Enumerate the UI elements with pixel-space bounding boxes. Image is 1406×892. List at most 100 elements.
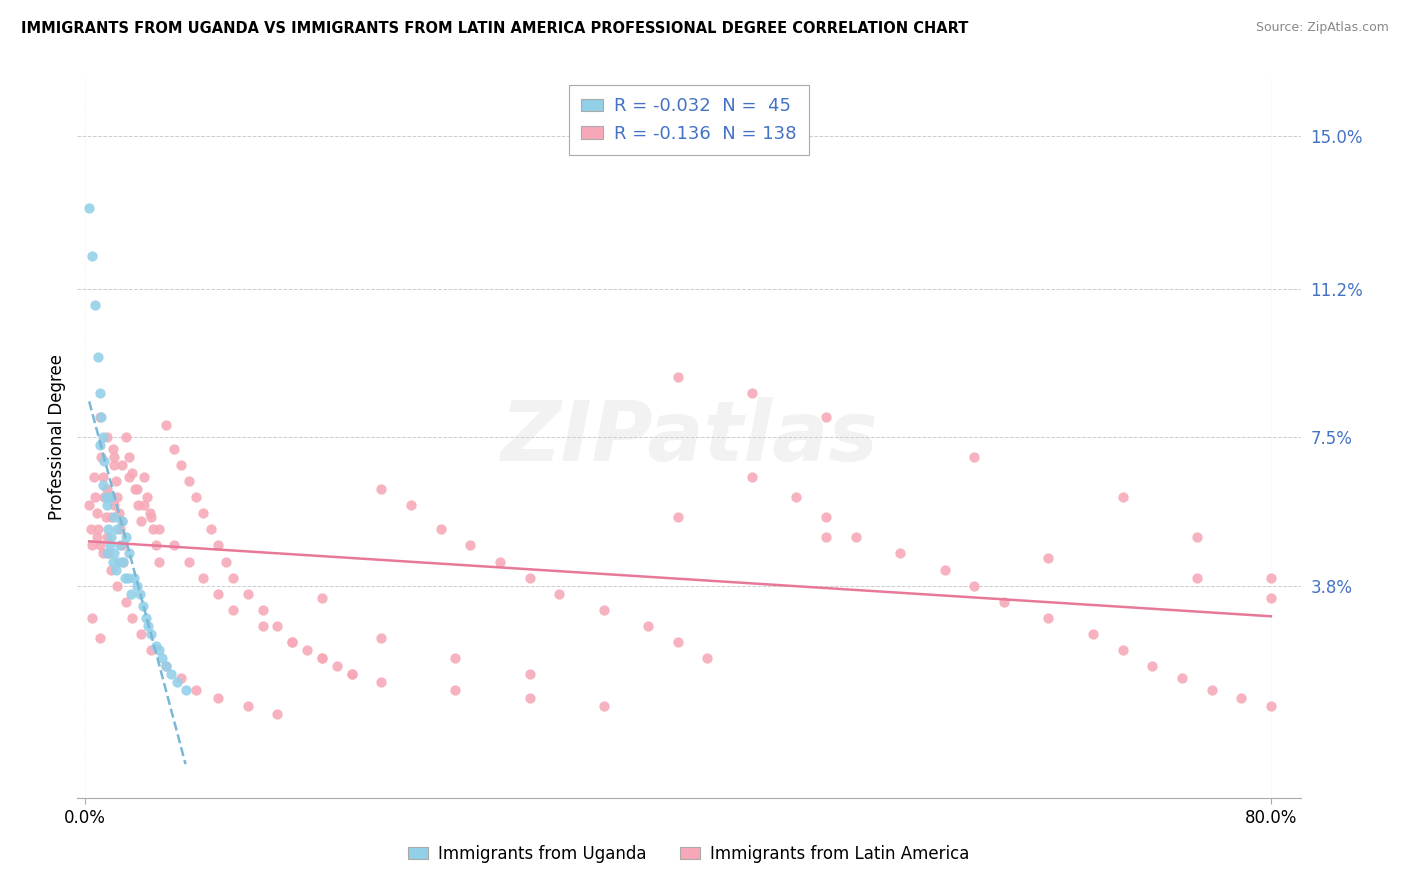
Point — [105, 522, 128, 536]
Point — [200, 522, 222, 536]
Point — [166, 674, 188, 689]
Point — [184, 490, 207, 504]
Point — [111, 514, 134, 528]
Point — [370, 631, 392, 645]
Point — [1260, 591, 1282, 605]
Text: ZIPatlas: ZIPatlas — [501, 397, 877, 477]
Point — [458, 538, 481, 552]
Point — [177, 554, 200, 569]
Point — [94, 510, 117, 524]
Point — [295, 642, 318, 657]
Point — [108, 554, 131, 569]
Point — [79, 522, 101, 536]
Point — [96, 498, 118, 512]
Point — [127, 498, 149, 512]
Point — [100, 510, 122, 524]
Point — [103, 546, 125, 561]
Point — [138, 619, 160, 633]
Point — [96, 482, 118, 496]
Point — [207, 690, 229, 705]
Point — [741, 385, 763, 400]
Point — [96, 546, 118, 561]
Point — [90, 409, 112, 424]
Point — [163, 538, 186, 552]
Point — [1038, 550, 1060, 565]
Point — [91, 470, 114, 484]
Point — [159, 667, 181, 681]
Point — [89, 385, 111, 400]
Point — [222, 603, 245, 617]
Point — [399, 498, 422, 512]
Point — [993, 594, 1015, 608]
Point — [444, 683, 467, 698]
Point — [77, 201, 100, 215]
Point — [519, 667, 541, 681]
Point — [1111, 490, 1133, 504]
Point — [170, 671, 193, 685]
Point — [815, 510, 838, 524]
Point — [97, 546, 120, 561]
Point — [103, 458, 125, 473]
Point — [340, 667, 363, 681]
Point — [141, 626, 163, 640]
Point — [815, 530, 838, 544]
Point — [741, 470, 763, 484]
Point — [207, 587, 229, 601]
Point — [963, 450, 986, 464]
Point — [519, 690, 541, 705]
Point — [145, 538, 167, 552]
Point — [1142, 658, 1164, 673]
Point — [1171, 671, 1194, 685]
Point — [696, 651, 718, 665]
Point — [1230, 690, 1253, 705]
Y-axis label: Professional Degree: Professional Degree — [48, 354, 66, 520]
Point — [82, 538, 104, 552]
Point — [193, 571, 215, 585]
Point — [101, 442, 124, 456]
Point — [155, 417, 177, 432]
Point — [934, 562, 956, 576]
Point — [103, 498, 125, 512]
Point — [370, 482, 392, 496]
Point — [548, 587, 571, 601]
Point — [111, 514, 134, 528]
Point — [592, 603, 614, 617]
Point — [86, 530, 108, 544]
Point — [148, 522, 170, 536]
Point — [311, 591, 333, 605]
Point — [89, 538, 111, 552]
Point — [148, 642, 170, 657]
Point — [489, 554, 512, 569]
Point — [122, 571, 145, 585]
Point — [93, 454, 115, 468]
Point — [1111, 642, 1133, 657]
Point — [845, 530, 868, 544]
Point — [666, 369, 689, 384]
Point — [170, 458, 193, 473]
Point — [104, 475, 127, 489]
Point — [100, 530, 122, 544]
Point — [311, 651, 333, 665]
Point — [193, 507, 215, 521]
Point — [129, 626, 152, 640]
Text: IMMIGRANTS FROM UGANDA VS IMMIGRANTS FROM LATIN AMERICA PROFESSIONAL DEGREE CORR: IMMIGRANTS FROM UGANDA VS IMMIGRANTS FRO… — [21, 21, 969, 37]
Point — [141, 510, 163, 524]
Point — [93, 490, 115, 504]
Point — [666, 510, 689, 524]
Point — [82, 249, 104, 264]
Point — [111, 458, 134, 473]
Point — [82, 610, 104, 624]
Point — [86, 507, 108, 521]
Point — [236, 699, 259, 714]
Point — [89, 409, 111, 424]
Point — [128, 587, 150, 601]
Legend: Immigrants from Uganda, Immigrants from Latin America: Immigrants from Uganda, Immigrants from … — [402, 838, 976, 870]
Point — [115, 594, 138, 608]
Point — [114, 571, 136, 585]
Point — [1201, 683, 1223, 698]
Point — [87, 522, 110, 536]
Point — [136, 490, 159, 504]
Point — [281, 635, 304, 649]
Point — [340, 667, 363, 681]
Point — [785, 490, 807, 504]
